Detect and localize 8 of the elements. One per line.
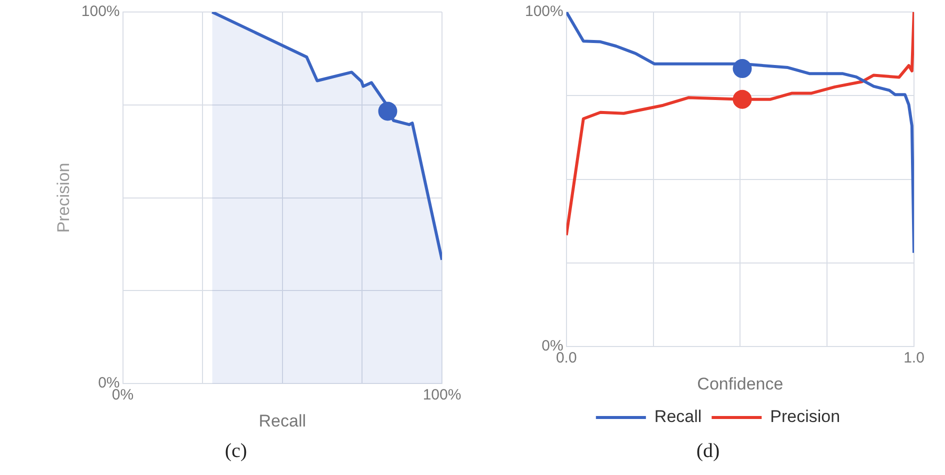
x-tick-label: 1.0 <box>904 350 924 367</box>
legend-label: Recall <box>654 407 702 426</box>
y-axis-title: Precision <box>54 162 73 233</box>
x-axis-title: Confidence <box>697 374 784 394</box>
text: (c) <box>224 440 248 464</box>
text: (d) <box>695 440 721 464</box>
x-axis-title: Recall <box>258 411 306 430</box>
legend-label: Precision <box>770 407 840 426</box>
